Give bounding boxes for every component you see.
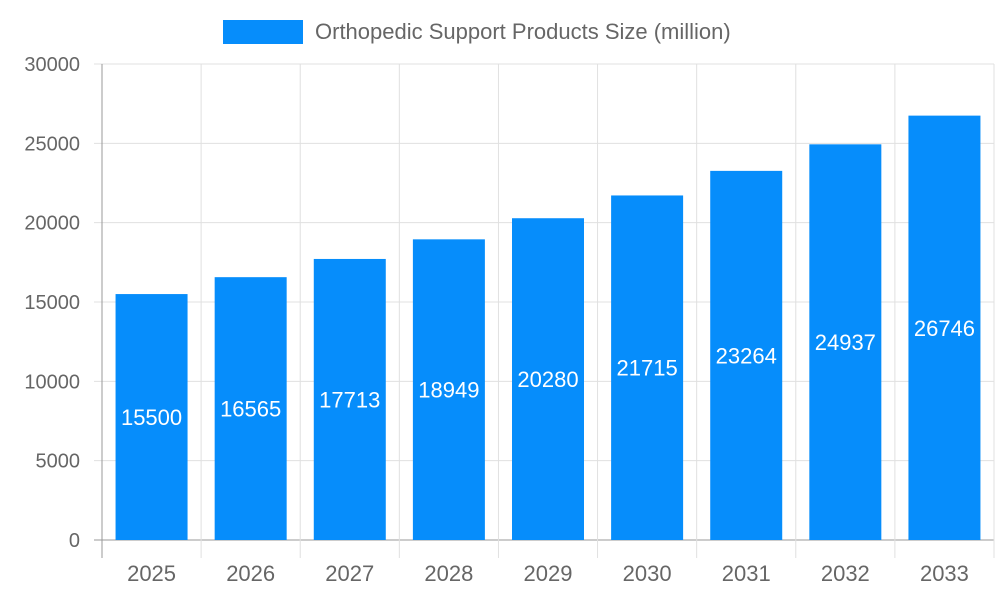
data-label: 20280 (517, 367, 578, 392)
data-label: 24937 (815, 330, 876, 355)
x-tick-label: 2031 (722, 561, 771, 586)
y-tick-label: 10000 (24, 371, 80, 393)
legend-label: Orthopedic Support Products Size (millio… (315, 19, 731, 44)
y-tick-label: 5000 (36, 451, 81, 473)
y-tick-label: 0 (69, 530, 80, 552)
data-label: 23264 (716, 343, 777, 368)
bar (710, 170, 783, 540)
legend-swatch (223, 20, 303, 44)
x-tick-label: 2033 (920, 561, 969, 586)
x-tick-label: 2025 (127, 561, 176, 586)
x-tick-label: 2028 (424, 561, 473, 586)
y-tick-label: 30000 (24, 54, 80, 76)
bar (115, 294, 188, 540)
data-label: 26746 (914, 316, 975, 341)
y-axis-ticks: 0 5000 10000 15000 20000 25000 30000 (24, 54, 80, 552)
x-tick-label: 2030 (623, 561, 672, 586)
legend[interactable]: Orthopedic Support Products Size (millio… (223, 19, 731, 44)
y-tick-label: 20000 (24, 213, 80, 235)
data-label: 18949 (418, 378, 479, 403)
bars: 15500 16565 17713 18949 20280 21715 23264 24937… (115, 115, 981, 541)
bar (611, 195, 684, 541)
data-label: 17713 (319, 387, 380, 412)
data-label: 15500 (121, 405, 182, 430)
bar (908, 115, 981, 541)
bar (214, 277, 287, 540)
x-tick-label: 2032 (821, 561, 870, 586)
bar (809, 144, 882, 540)
bar (512, 218, 584, 540)
x-tick-label: 2026 (226, 561, 275, 586)
x-tick-label: 2029 (524, 561, 573, 586)
bar (313, 258, 386, 540)
data-label: 21715 (617, 356, 678, 381)
y-tick-label: 15000 (24, 292, 80, 314)
bar (412, 239, 485, 540)
data-label: 16565 (220, 397, 281, 422)
y-tick-label: 25000 (24, 133, 80, 155)
x-axis-ticks: 2025 2026 2027 2028 2029 2030 2031 2032 2033 (127, 561, 969, 586)
x-tick-label: 2027 (325, 561, 374, 586)
